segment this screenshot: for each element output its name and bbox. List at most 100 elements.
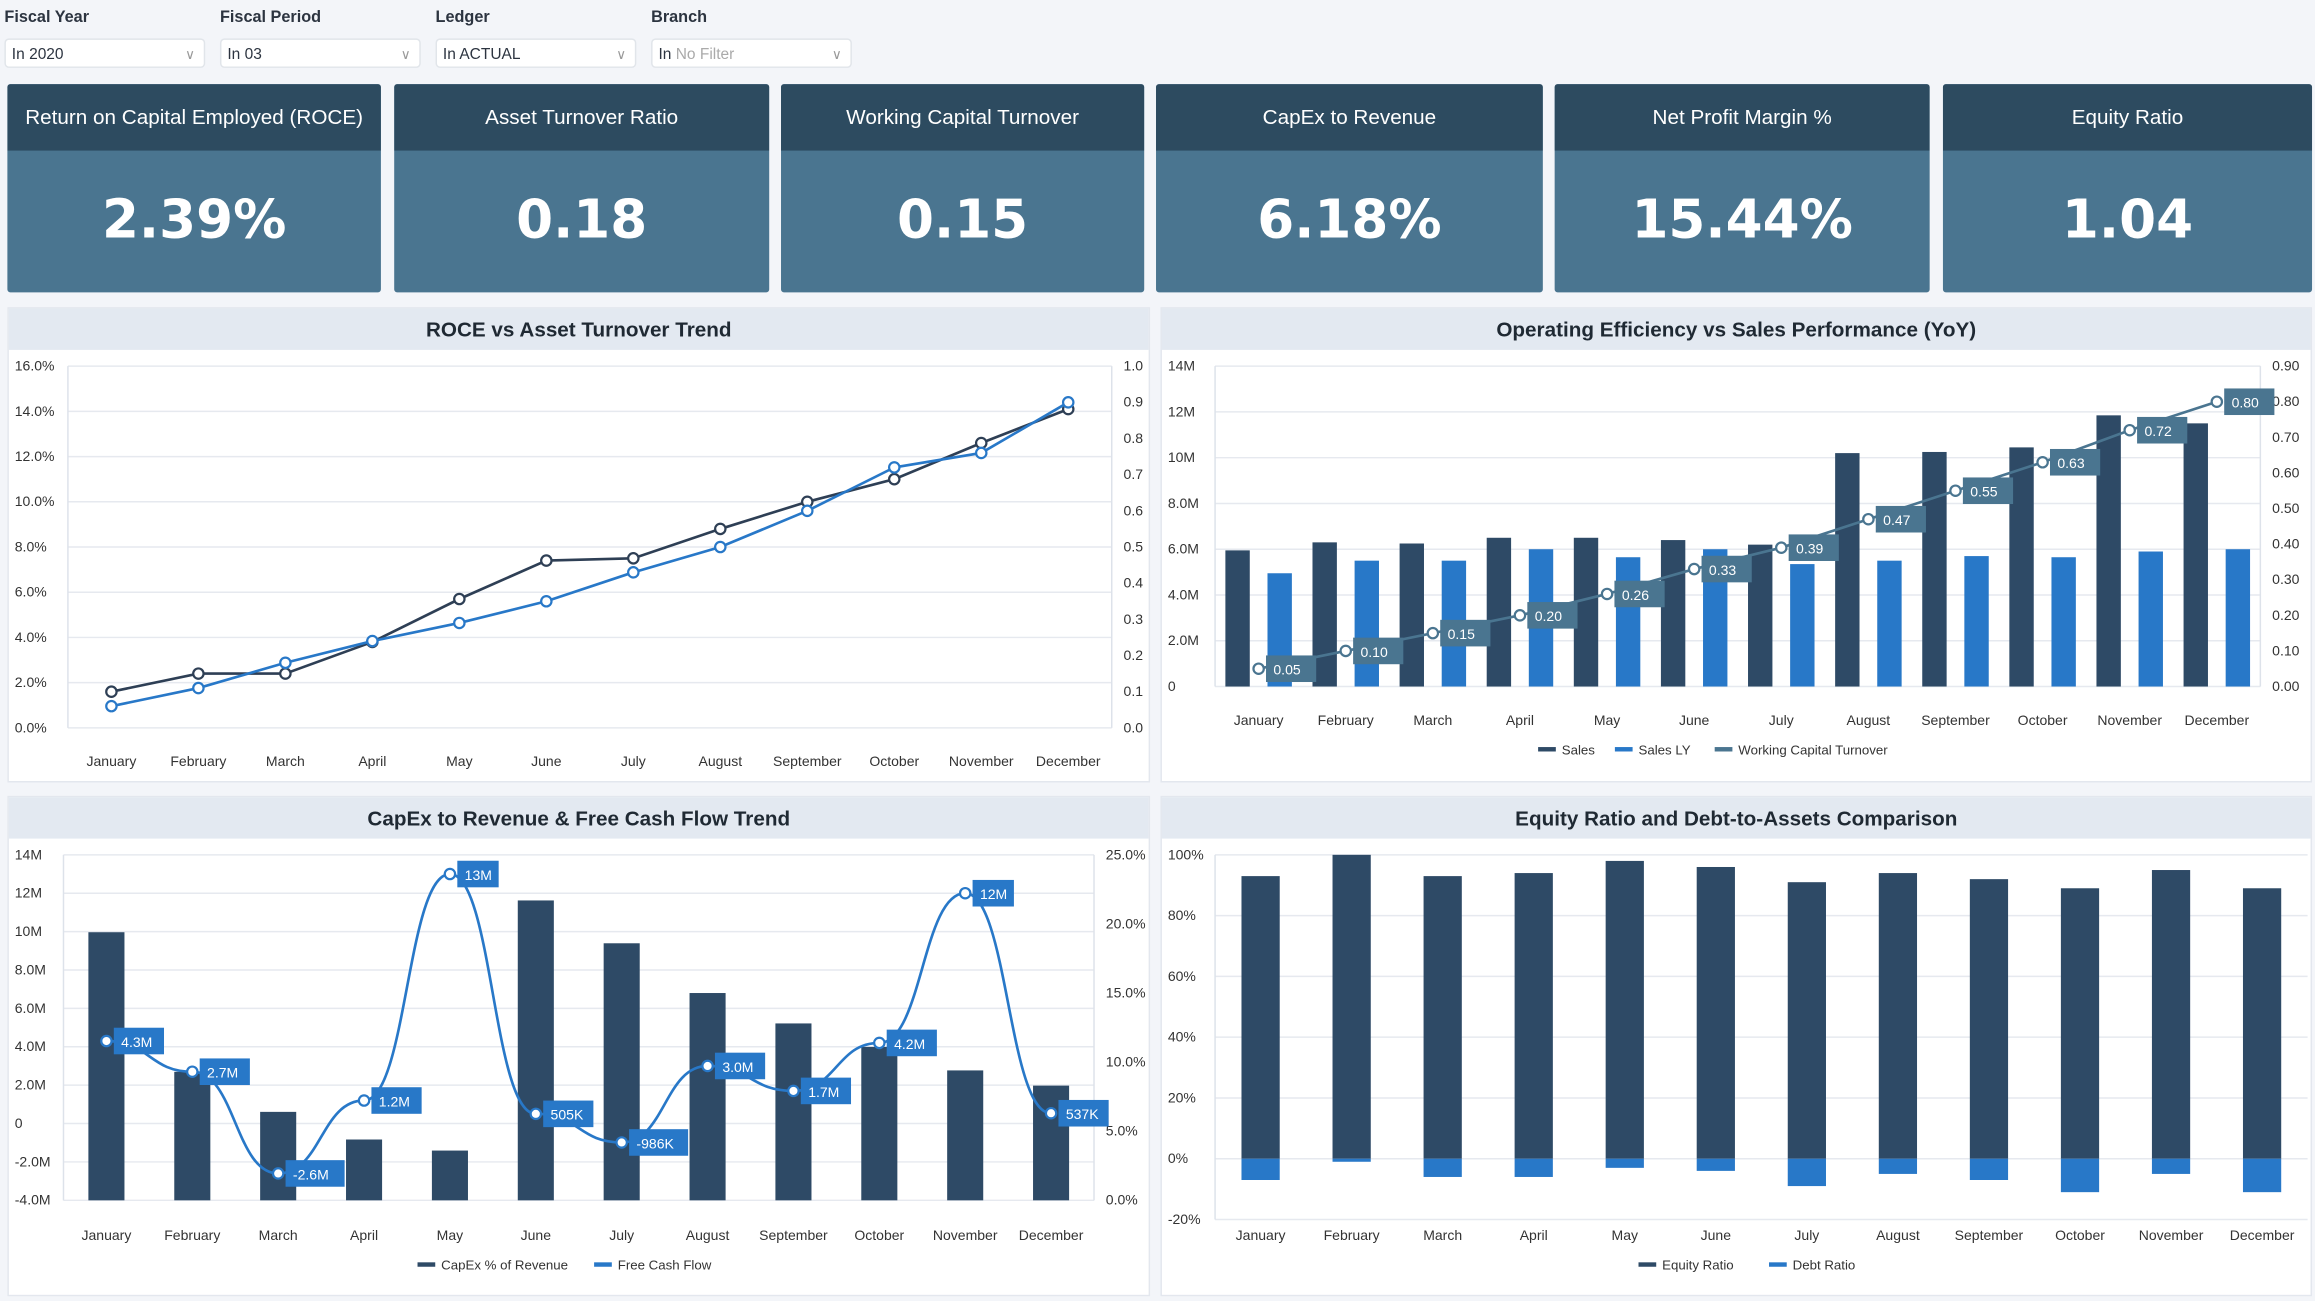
y-left-tick-label: 100% [1168,846,1204,862]
x-tick-label: March [266,753,305,769]
data-point [357,1094,371,1107]
fiscal-period-select[interactable]: In 03 ∨ [219,38,421,68]
y-left-tick-label: 20% [1168,1089,1196,1105]
bar-equity-ratio [2060,888,2100,1159]
data-point [714,522,727,536]
chevron-down-icon: ∨ [831,47,842,63]
kpi-asset-turnover: Asset Turnover Ratio 0.18 [394,84,770,293]
ledger-select[interactable]: In ACTUAL ∨ [435,38,637,68]
kpi-working-capital-turnover: Working Capital Turnover 0.15 [781,84,1145,293]
chart-title: CapEx to Revenue & Free Cash Flow Trend [8,797,1149,839]
data-label: 13M [465,867,492,883]
chevron-down-icon: ∨ [400,47,411,63]
x-tick-label: June [1701,1227,1732,1243]
data-point [1252,662,1265,676]
kpi-value: 1.04 [2061,190,2194,251]
x-tick-label: February [1318,712,1374,728]
x-tick-label: March [259,1227,298,1243]
fiscal-year-select[interactable]: In 2020 ∨ [4,38,206,68]
y-right-tick-label: 0.6 [1124,502,1144,518]
y-right-tick-label: 15.0% [1106,984,1146,1000]
y-right-tick-label: 0.0 [1124,719,1144,735]
data-point [887,461,901,474]
y-left-tick-label: 80% [1168,907,1196,923]
kpi-value: 0.18 [516,190,648,251]
data-label: 0.80 [2232,395,2259,411]
bar-debt-ratio [1696,1158,1735,1171]
y-left-tick-label: 10M [15,923,42,939]
data-label-box [2049,448,2101,476]
data-label: 12M [980,886,1007,902]
y-left-tick-label: 0.0% [15,719,47,735]
bar-sales-ly [1354,560,1379,687]
x-tick-label: May [1612,1227,1638,1243]
data-point [279,656,292,670]
x-tick-label: January [1236,1227,1286,1243]
kpi-net-profit-margin: Net Profit Margin % 15.44% [1554,84,1930,293]
bar-sales [1312,542,1337,687]
y-right-tick-label: 0.9 [1124,394,1144,410]
bar-sales-ly [2051,557,2076,687]
data-label: 4.2M [894,1036,925,1052]
y-right-tick-label: 1.0 [1124,358,1144,374]
x-tick-label: November [2139,1227,2204,1243]
bar-debt-ratio [1332,1158,1371,1162]
data-point [186,1065,199,1078]
x-tick-label: September [1921,712,1990,728]
bar-debt-ratio [1423,1158,1462,1177]
bar-equity-ratio [1787,882,1826,1159]
data-point [105,699,118,713]
data-label: 0.26 [1622,587,1649,603]
y-left-tick-label: 2.0M [1168,632,1199,648]
bar-equity-ratio [1878,873,1918,1159]
data-label-box [1614,580,1665,608]
x-tick-label: June [1679,712,1710,728]
x-tick-label: May [437,1227,463,1243]
y-left-tick-label: 12.0% [15,448,55,464]
bar-debt-ratio [2242,1158,2282,1193]
bar-sales [2183,423,2208,687]
x-tick-label: January [81,1227,131,1243]
bar-sales [1573,537,1599,687]
bar-sales-ly [1877,560,1902,687]
capex-chart-panel: CapEx to Revenue & Free Cash Flow Trend -… [7,795,1151,1297]
y-left-tick-label: -4.0M [15,1192,51,1208]
data-point [1687,562,1701,576]
chart-svg: -4.0M -2.0M 0 2.0M 4.0M 6.0M 8.0M 10M 12M 14M 0.0%… [15,846,1146,1272]
data-point [529,1107,543,1121]
filter-value: 2020 [29,45,64,64]
bar-equity-ratio [2151,870,2191,1159]
y-right-tick-label: 0.80 [2272,393,2299,409]
data-point [2123,423,2136,437]
legend-label: Working Capital Turnover [1738,742,1888,757]
bar-sales [1399,543,1424,687]
bar-capex-of-revenue [174,1071,211,1201]
y-right-tick-label: 0.20 [2272,607,2299,623]
branch-select[interactable]: In No Filter ∨ [651,38,852,68]
bar-capex-of-revenue [431,1150,468,1201]
y-right-tick-label: 0.0% [1106,1192,1138,1208]
legend-label: Sales LY [1639,742,1691,757]
bar-equity-ratio [1332,854,1371,1159]
data-label-box [1058,1099,1109,1127]
y-left-tick-label: -2.0M [15,1153,51,1169]
bar-sales [1225,550,1250,687]
bar-equity-ratio [1241,876,1280,1159]
y-left-tick-label: 12M [1168,403,1195,419]
x-tick-label: August [698,753,742,769]
x-tick-label: November [933,1227,998,1243]
x-tick-label: July [609,1227,634,1243]
data-label: 4.3M [121,1034,152,1050]
x-tick-label: August [1876,1227,1920,1243]
x-tick-label: July [1794,1227,1819,1243]
y-right-tick-label: 0.1 [1124,683,1144,699]
y-right-tick-label: 10.0% [1106,1054,1146,1070]
bar-sales-ly [2225,549,2251,687]
x-tick-label: January [86,753,136,769]
bar-equity-ratio [2242,888,2282,1159]
y-left-tick-label: 10.0% [15,493,55,509]
chart-svg: 0 2.0M 4.0M 6.0M 8.0M 10M 12M 14M 0.00 0.10 0.20 0.… [1168,358,2300,758]
data-point [887,472,901,486]
data-label: 1.2M [379,1093,410,1109]
bar-capex-of-revenue [88,932,125,1201]
